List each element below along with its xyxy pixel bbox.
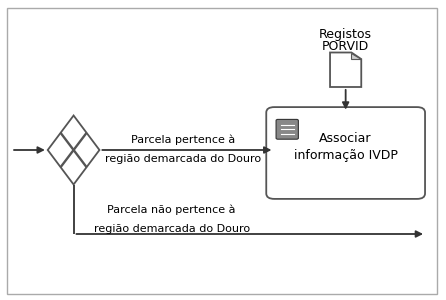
Polygon shape [48, 116, 99, 184]
Text: Parcela não pertence à: Parcela não pertence à [107, 205, 236, 215]
FancyBboxPatch shape [7, 8, 437, 294]
Text: região demarcada do Douro: região demarcada do Douro [94, 224, 250, 235]
Text: PORVID: PORVID [322, 40, 369, 53]
FancyBboxPatch shape [276, 119, 298, 139]
Text: informação IVDP: informação IVDP [294, 149, 397, 163]
Text: Associar: Associar [319, 131, 372, 145]
Text: Parcela pertence à: Parcela pertence à [131, 134, 235, 145]
Text: Registos: Registos [319, 28, 372, 41]
Text: região demarcada do Douro: região demarcada do Douro [105, 154, 261, 164]
Polygon shape [351, 52, 361, 59]
FancyBboxPatch shape [266, 107, 425, 199]
Polygon shape [330, 52, 361, 87]
